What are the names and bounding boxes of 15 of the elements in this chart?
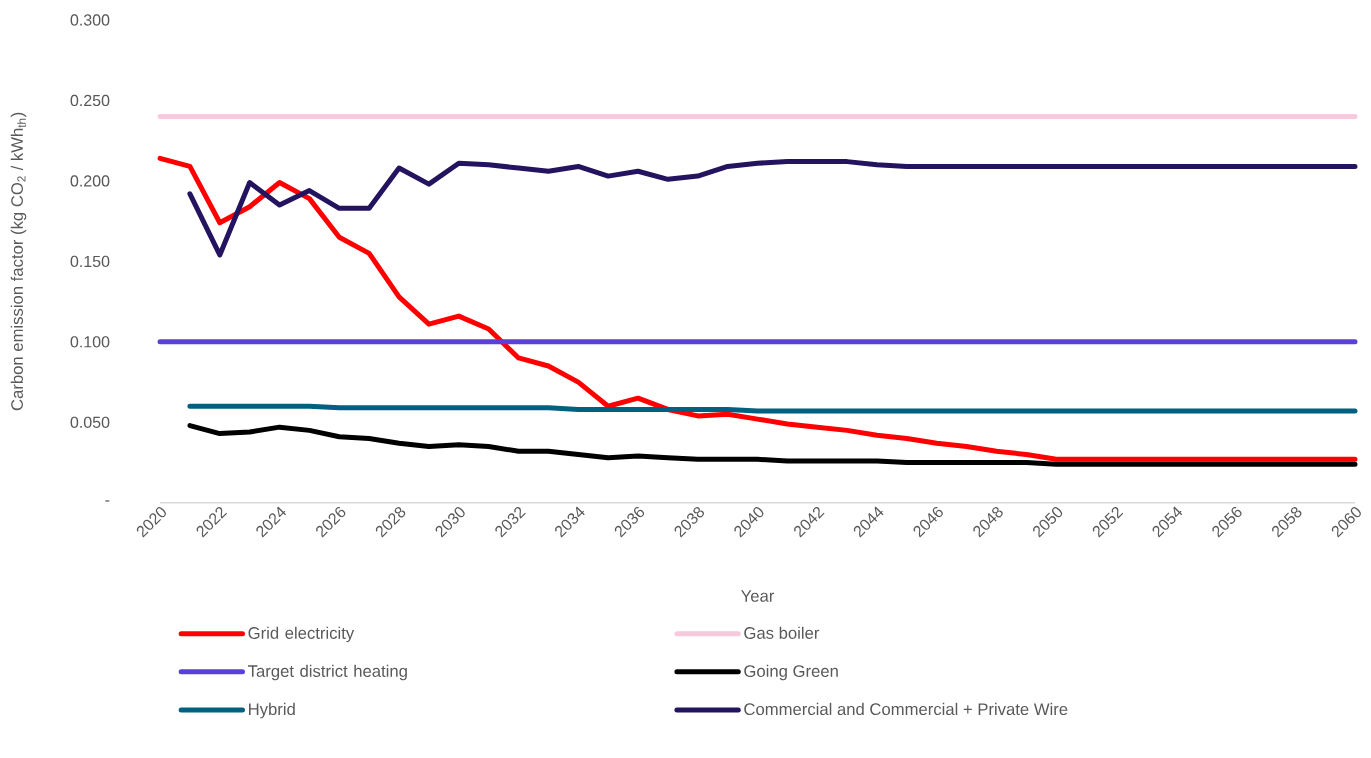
y-tick-label: 0.200 xyxy=(70,175,110,187)
legend-label: Gas boiler xyxy=(744,626,820,640)
legend-label: Commercial and Commercial + Private Wire xyxy=(744,703,1068,716)
y-tick-label: 0.300 xyxy=(70,14,110,26)
y-tick-label: 0.250 xyxy=(70,95,110,107)
y-tick-label: 0.150 xyxy=(70,255,110,268)
legend-label: Grid electricity xyxy=(248,626,355,643)
legend-label: Target district heating xyxy=(248,664,407,681)
x-axis-title: Year xyxy=(741,590,775,603)
legend-label: Hybrid xyxy=(249,703,295,719)
y-axis-title: Carbon emission factor (kg CO$_{2}$ / kWh$_{th}$) xyxy=(10,113,27,411)
y-tick-label: 0.050 xyxy=(70,416,110,429)
legend-label: Going Green xyxy=(744,664,838,681)
y-tick-label: - xyxy=(105,500,110,502)
y-tick-label: 0.100 xyxy=(70,336,110,348)
